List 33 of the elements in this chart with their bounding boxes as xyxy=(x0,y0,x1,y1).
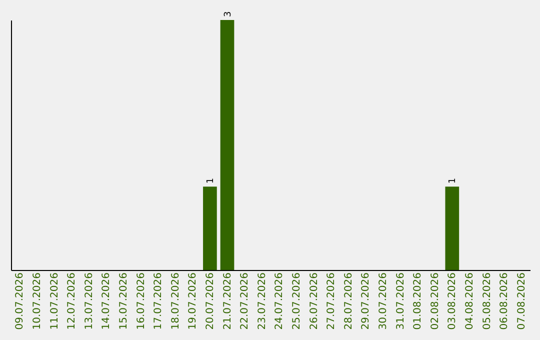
data-label: 1 xyxy=(206,178,216,184)
x-tick-label: 10.07.2026 xyxy=(32,272,43,330)
x-tick-label: 17.07.2026 xyxy=(153,272,164,330)
x-tick-label: 24.07.2026 xyxy=(274,272,286,330)
x-tick-label: 26.07.2026 xyxy=(308,272,320,330)
x-tick-label: 29.07.2026 xyxy=(360,272,372,330)
x-tick-label: 01.08.2026 xyxy=(412,272,424,330)
x-tick-label: 09.07.2026 xyxy=(14,272,26,330)
x-tick-label: 07.08.2026 xyxy=(516,272,528,330)
data-label: 3 xyxy=(223,11,234,17)
x-tick-label: 13.07.2026 xyxy=(84,272,95,330)
x-tick-label: 05.08.2026 xyxy=(482,272,493,330)
x-tick-label: 12.07.2026 xyxy=(66,272,78,330)
x-tick-label: 04.08.2026 xyxy=(464,272,476,330)
x-tick-label: 03.08.2026 xyxy=(447,272,458,330)
x-tick-label: 31.07.2026 xyxy=(395,272,406,330)
data-label: 1 xyxy=(448,178,458,184)
x-tick-label: 23.07.2026 xyxy=(256,272,268,330)
x-tick-label: 16.07.2026 xyxy=(136,272,147,330)
x-tick-label: 22.07.2026 xyxy=(240,272,251,330)
x-tick-label: 14.07.2026 xyxy=(101,272,112,330)
x-tick-label: 15.07.2026 xyxy=(118,272,130,330)
x-tick-label: 28.07.2026 xyxy=(343,272,354,330)
x-tick-label: 06.08.2026 xyxy=(499,272,510,330)
x-tick-label: 25.07.2026 xyxy=(291,272,302,330)
x-tick-label: 30.07.2026 xyxy=(378,272,389,330)
x-tick-label: 21.07.2026 xyxy=(222,272,234,330)
x-tick-label: 02.08.2026 xyxy=(430,272,441,330)
x-tick-label: 20.07.2026 xyxy=(204,272,216,330)
x-tick-label: 18.07.2026 xyxy=(170,272,182,330)
x-tick-label: 27.07.2026 xyxy=(326,272,338,330)
x-tick-label: 19.07.2026 xyxy=(188,272,199,330)
x-tick-label: 11.07.2026 xyxy=(49,272,60,330)
